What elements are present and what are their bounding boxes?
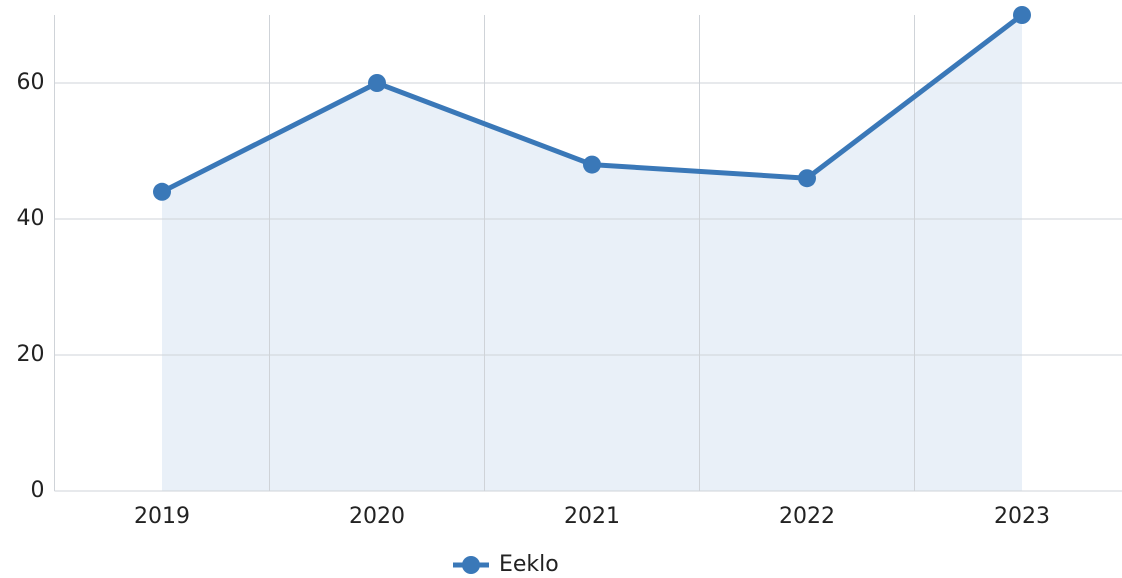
point [1013, 6, 1031, 24]
point [798, 169, 816, 188]
legend-marker [462, 556, 480, 574]
y-tick-label: 20 [17, 342, 45, 367]
y-tick-label: 40 [17, 206, 45, 231]
x-tick-label: 2020 [349, 504, 405, 529]
point [583, 155, 601, 174]
x-tick-label: 2019 [134, 504, 190, 529]
area [162, 15, 1022, 491]
point [153, 182, 171, 201]
legend-label: Eeklo [499, 552, 559, 577]
y-tick-label: 60 [17, 70, 45, 95]
x-tick-label: 2021 [564, 504, 620, 529]
point [368, 74, 386, 92]
x-tick-label: 2023 [994, 504, 1050, 529]
x-tick-label: 2022 [779, 504, 835, 529]
y-tick-label: 0 [31, 478, 45, 503]
